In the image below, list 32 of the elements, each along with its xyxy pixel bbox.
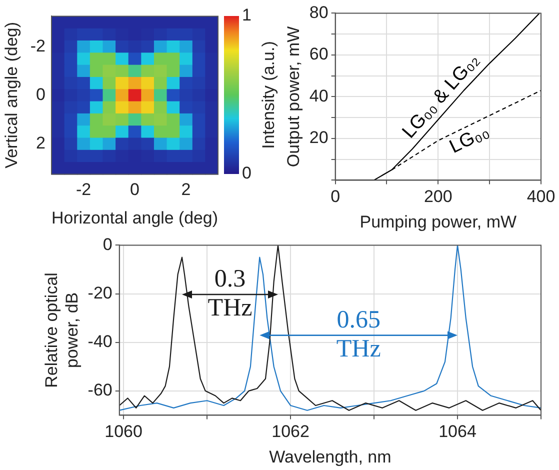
y-tick-label: 60 bbox=[309, 44, 328, 64]
x-tick-label: 1064 bbox=[438, 422, 476, 442]
x-tick-label: 200 bbox=[424, 187, 452, 206]
y-tick-label: 80 bbox=[309, 2, 328, 22]
annotation: 0.65 THz bbox=[336, 306, 381, 362]
color-bar-title: Intensity (a.u.) bbox=[259, 41, 278, 149]
y-tick-label: -2 bbox=[30, 36, 46, 56]
y-tick-label: 2 bbox=[36, 134, 46, 153]
y-axis-title: Relative optical power, dB bbox=[42, 272, 82, 388]
x-axis-title: Horizontal angle (deg) bbox=[52, 208, 218, 228]
y-tick-label: 0 bbox=[102, 234, 112, 254]
x-tick-label: -2 bbox=[76, 180, 92, 200]
color-bar-label: 1 bbox=[242, 6, 252, 25]
x-tick-label: 1062 bbox=[272, 422, 310, 442]
y-tick-label: 0 bbox=[36, 84, 46, 104]
color-bar-label: 0 bbox=[242, 164, 252, 183]
text: LG₀₀ bbox=[446, 121, 493, 158]
x-tick-label: 2 bbox=[181, 180, 191, 200]
x-axis-title: Pumping power, mW bbox=[360, 212, 517, 232]
y-tick-label: 20 bbox=[309, 128, 328, 148]
x-axis-title: Wavelength, nm bbox=[269, 447, 392, 466]
annotation: 0.3 THz bbox=[208, 266, 252, 322]
x-tick-label: 0 bbox=[330, 187, 340, 206]
y-axis-title: Vertical angle (deg) bbox=[2, 22, 21, 168]
y-tick-label: -40 bbox=[88, 332, 112, 352]
y-tick-label: -60 bbox=[88, 380, 112, 400]
y-tick-label: 40 bbox=[309, 86, 328, 106]
x-tick-label: 1060 bbox=[104, 422, 142, 442]
x-tick-label: 0 bbox=[130, 180, 140, 200]
y-tick-label: -20 bbox=[88, 283, 112, 302]
y-axis-title: Output power, mW bbox=[284, 26, 303, 168]
x-tick-label: 400 bbox=[526, 187, 556, 206]
